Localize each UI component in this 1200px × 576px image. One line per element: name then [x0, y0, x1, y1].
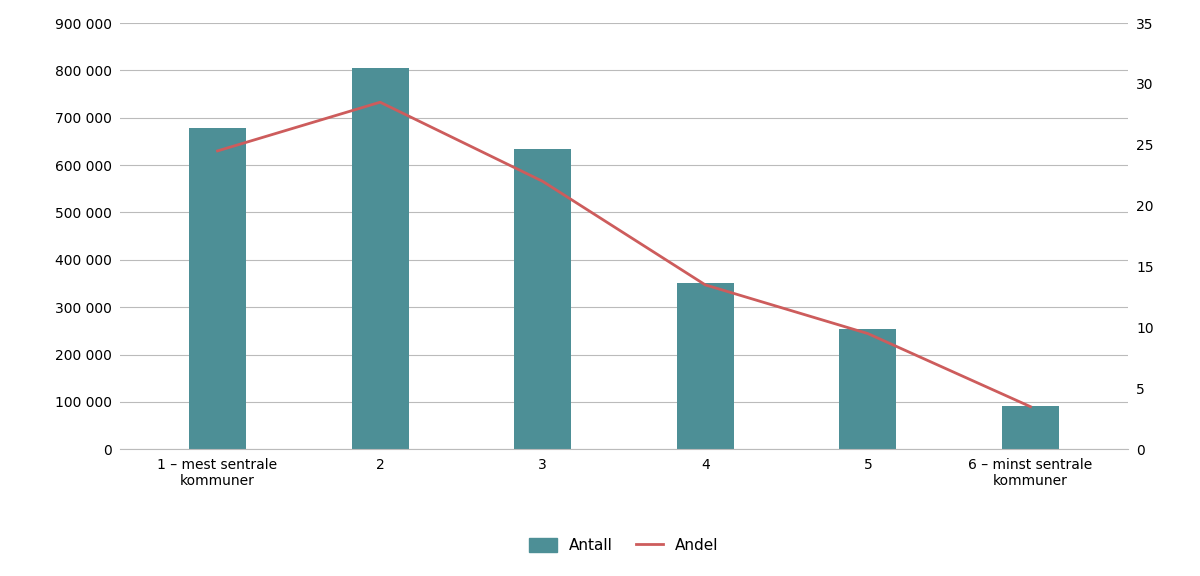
Bar [352, 67, 408, 449]
Legend: Antall, Andel: Antall, Andel [522, 530, 726, 561]
Bar [840, 328, 896, 449]
Bar [1002, 406, 1058, 449]
Bar [190, 128, 246, 449]
Bar [677, 283, 733, 449]
Bar [515, 149, 571, 449]
